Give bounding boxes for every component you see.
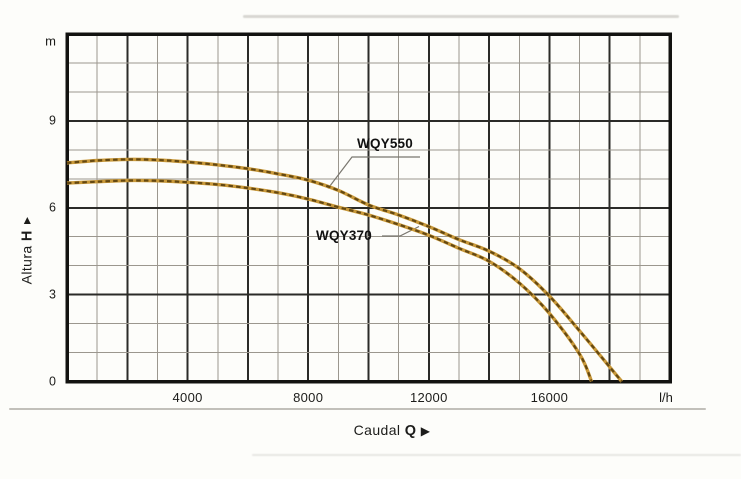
y-tick-label-9: 9 (49, 113, 56, 128)
curve-label-wqy370: WQY370 (316, 228, 372, 243)
right-arrow-icon: ▶ (420, 424, 431, 438)
y-axis-title-text: Altura (18, 245, 35, 285)
y-axis-symbol: H (19, 230, 36, 242)
x-axis-title: Caudal Q ▶ (354, 422, 431, 439)
scan-artifact-underline (9, 408, 706, 410)
x-axis-title-text: Caudal (353, 422, 401, 438)
up-arrow-icon: ▲ (21, 212, 34, 227)
leader-line-wqy550 (327, 156, 420, 189)
y-axis-unit-label: m (45, 33, 56, 49)
scan-artifact-bottom (252, 454, 741, 456)
y-axis-title: Altura H ▲ (18, 212, 36, 285)
x-tick-label-4000: 4000 (172, 390, 203, 405)
x-tick-label-12000: 12000 (409, 390, 448, 405)
x-axis-unit-label: l/h (659, 390, 673, 405)
y-tick-label-6: 6 (49, 200, 56, 215)
curve-label-wqy550: WQY550 (357, 136, 413, 151)
scan-artifact-top (243, 15, 679, 18)
curve-wqy370 (66, 178, 594, 383)
x-tick-label-16000: 16000 (530, 390, 569, 405)
x-axis-symbol: Q (404, 423, 417, 439)
curve-wqy550 (66, 157, 624, 383)
x-tick-label-8000: 8000 (293, 390, 324, 405)
y-tick-label-3: 3 (49, 287, 56, 302)
plot-border (65, 32, 672, 384)
grid-lines (65, 32, 672, 384)
y-tick-label-0: 0 (49, 373, 56, 388)
